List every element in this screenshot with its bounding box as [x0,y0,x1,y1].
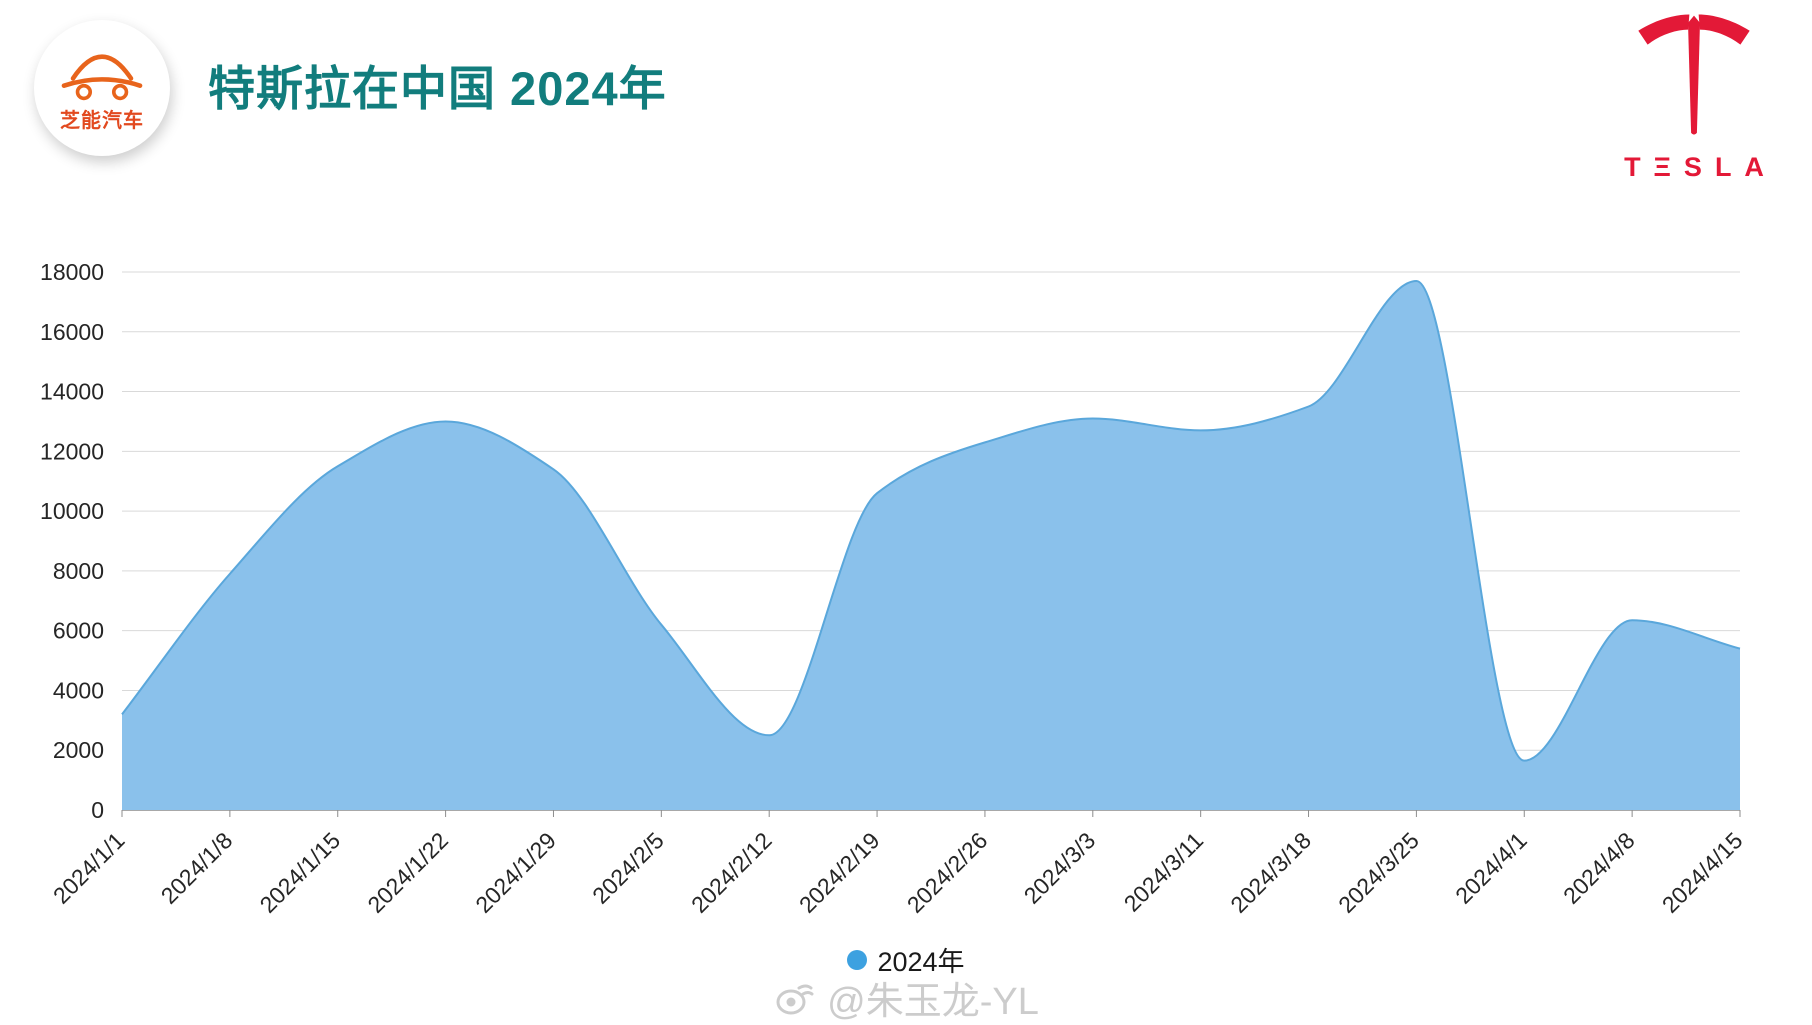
x-tick-label: 2024/1/22 [362,827,453,918]
x-tick-label: 2024/4/1 [1450,827,1532,909]
tesla-brand: TΞSLA [1606,12,1782,183]
x-tick-label: 2024/1/1 [48,827,130,909]
x-tick-label: 2024/3/3 [1019,827,1101,909]
y-tick-label: 18000 [40,259,104,285]
page-title: 特斯拉在中国 2024年 [208,62,667,115]
y-tick-label: 16000 [40,319,104,345]
zhineng-brand-badge: 芝能汽车 [34,20,170,156]
x-tick-label: 2024/4/8 [1558,827,1640,909]
car-icon [61,53,143,100]
x-tick-label: 2024/2/26 [902,827,993,918]
y-tick-label: 0 [91,797,104,823]
x-tick-label: 2024/2/12 [686,827,777,918]
area-outline [121,279,1741,762]
area-fill [122,280,1740,810]
legend-label: 2024年 [877,947,965,977]
watermark: @朱玉龙-YL [0,970,1812,1025]
x-tick-label: 2024/4/15 [1657,827,1748,918]
y-tick-label: 14000 [40,379,104,405]
x-tick-label: 2024/3/25 [1333,827,1424,918]
y-tick-label: 8000 [53,558,104,584]
legend-dot [847,949,868,970]
x-tick-label: 2024/2/19 [794,827,885,918]
y-tick-label: 2000 [53,737,104,763]
x-tick-label: 2024/2/5 [587,827,669,909]
chart-legend: 2024年 [0,940,1812,979]
x-tick-label: 2024/1/8 [156,827,238,909]
y-tick-label: 12000 [40,438,104,464]
x-tick-label: 2024/1/15 [255,827,346,918]
tesla-t-icon [1638,14,1750,135]
x-tick-label: 2024/3/11 [1119,827,1209,917]
brand-name: 芝能汽车 [60,109,144,132]
weibo-icon [776,984,814,1014]
watermark-text: @朱玉龙-YL [827,981,1039,1023]
y-tick-label: 6000 [53,618,104,644]
y-tick-label: 10000 [40,498,104,524]
tesla-wordmark: TΞSLA [1624,152,1777,182]
x-tick-label: 2024/3/18 [1225,827,1316,918]
x-tick-label: 2024/1/29 [470,827,561,918]
y-tick-label: 4000 [53,677,104,703]
